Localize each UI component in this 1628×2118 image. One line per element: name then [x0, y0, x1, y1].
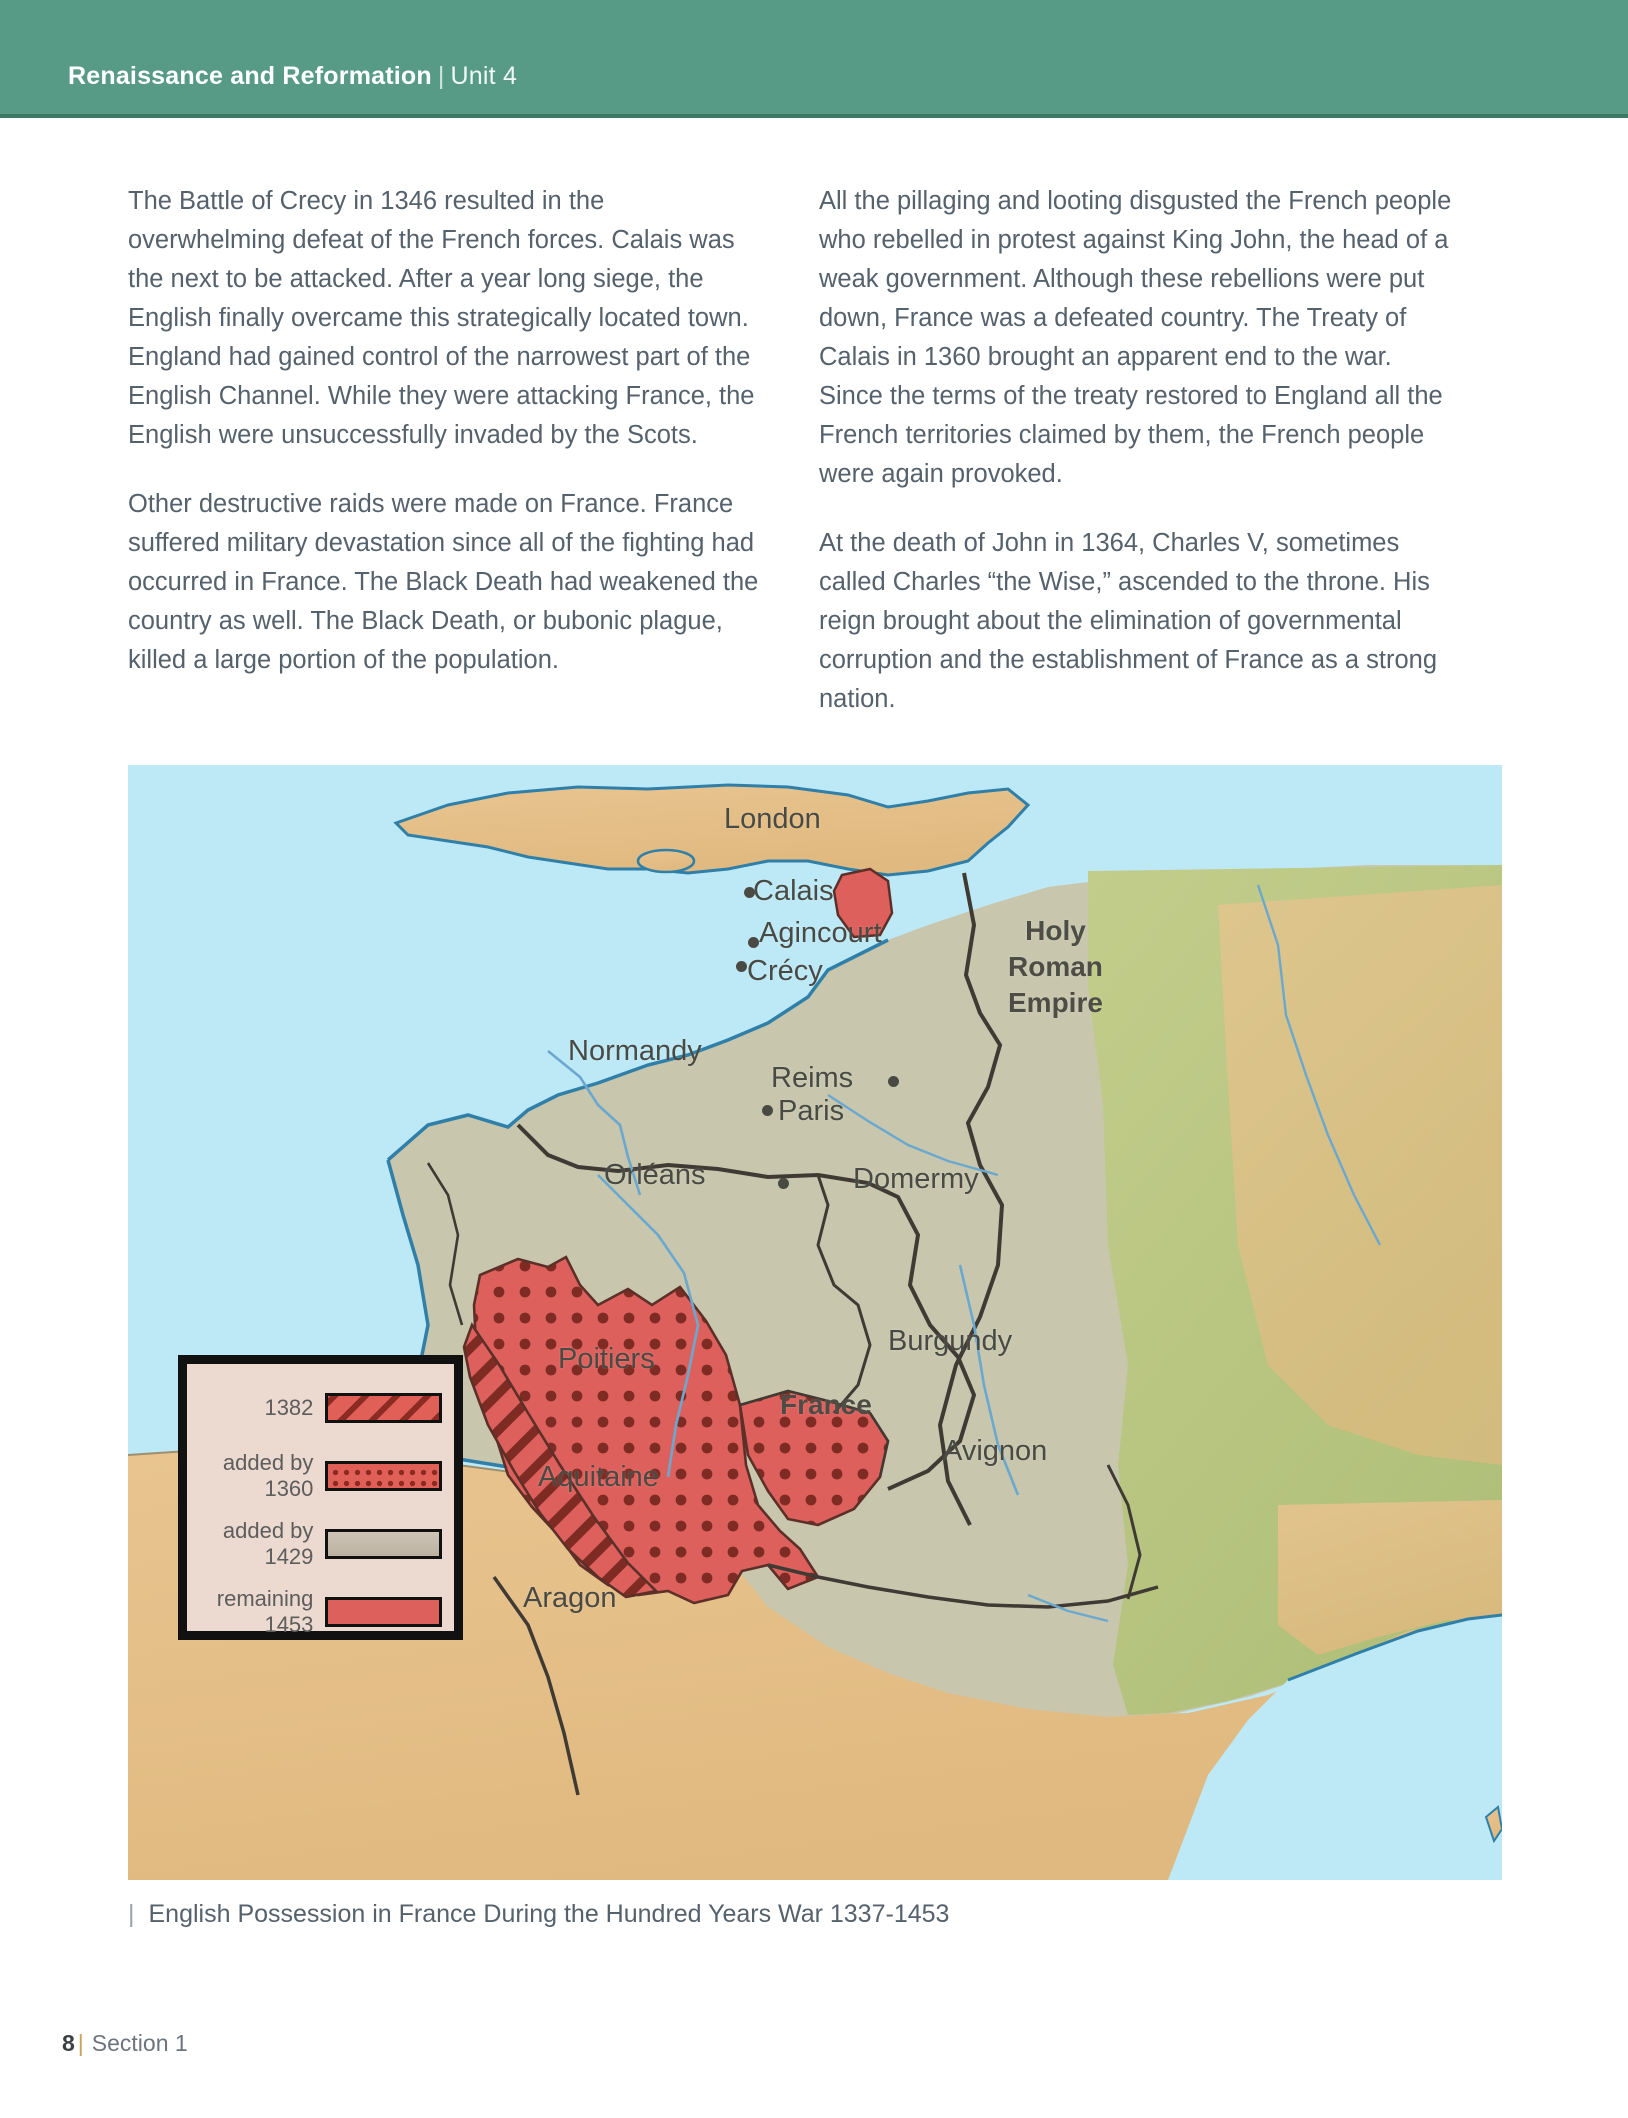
paragraph: Other destructive raids were made on Fra…: [128, 490, 759, 674]
river-loire: [597, 1174, 700, 1478]
city-dot-crecy: [736, 961, 747, 972]
legend-label-1382: 1382: [264, 1395, 314, 1420]
france-hre-border: [937, 872, 1005, 1526]
navarre-border: [492, 1575, 580, 1796]
paragraph: All the pillaging and looting disgusted …: [819, 187, 1452, 488]
map-figure: London Calais Agincourt Crécy Normandy R…: [128, 765, 1502, 1880]
footer-separator: |: [77, 2030, 84, 2056]
england-landmass: [396, 785, 1028, 875]
legend-swatch-solid-tan: [325, 1529, 442, 1559]
page-number: 8: [62, 2030, 75, 2056]
calais-possession: [832, 867, 894, 939]
header-book-title: Renaissance and Reformation: [68, 62, 432, 90]
mediterranean-sea: [1168, 1615, 1502, 1880]
legend-label-added-1360: added by 1360: [222, 1450, 314, 1501]
right-column: All the pillaging and looting disgusted …: [819, 182, 1454, 719]
legend-swatch-solid-red: [325, 1597, 442, 1627]
map-caption: | English Possession in France During the…: [128, 1900, 1508, 1929]
city-dot-reims: [888, 1076, 899, 1087]
legend-row: remaining 1453: [199, 1582, 442, 1642]
paragraph: At the death of John in 1364, Charles V,…: [819, 529, 1438, 713]
legend-swatch-dotted: [325, 1461, 442, 1491]
iberia-landmass: [128, 1447, 1502, 1880]
page-footer: 8 | Section 1: [62, 2030, 188, 2057]
header-separator: |: [437, 62, 445, 90]
river-rhine: [1256, 884, 1382, 1246]
river-rhone: [958, 1264, 1020, 1496]
map-graphic: [128, 765, 1502, 1880]
page-header: Renaissance and Reformation | Unit 4: [0, 0, 1628, 118]
legend-row: added by 1360: [199, 1446, 442, 1506]
legend-row: added by 1429: [199, 1514, 442, 1574]
aragon-border: [767, 1563, 1159, 1609]
legend-row: 1382: [199, 1378, 442, 1438]
city-dot-paris: [762, 1105, 773, 1116]
legend-swatch-diagonal-hatch: [325, 1393, 442, 1423]
map-canvas: London Calais Agincourt Crécy Normandy R…: [128, 765, 1502, 1880]
city-dot-calais: [744, 887, 755, 898]
city-dot-agincourt: [748, 937, 759, 948]
header-unit-label: Unit 4: [450, 62, 518, 90]
paragraph: The Battle of Crecy in 1346 resulted in …: [128, 187, 755, 449]
eastern-plain: [1218, 885, 1502, 1465]
english-possession-1382: [462, 1322, 659, 1599]
map-legend: 1382 added by 1360 added by 1429 remaini…: [178, 1355, 463, 1640]
legend-label-remaining-1453: remaining 1453: [216, 1586, 314, 1637]
legend-label-added-1429: added by 1429: [222, 1518, 314, 1569]
caption-text: English Possession in France During the …: [148, 1900, 950, 1928]
footer-section-label: Section 1: [91, 2030, 188, 2056]
left-column: The Battle of Crecy in 1346 resulted in …: [128, 182, 763, 719]
body-columns: The Battle of Crecy in 1346 resulted in …: [128, 182, 1486, 719]
header-title: Renaissance and Reformation | Unit 4: [68, 62, 517, 91]
city-dot-orleans: [778, 1178, 789, 1189]
river-seine: [547, 1049, 642, 1196]
france-internal-border: [516, 1123, 977, 1491]
caption-bar: |: [128, 1900, 135, 1928]
